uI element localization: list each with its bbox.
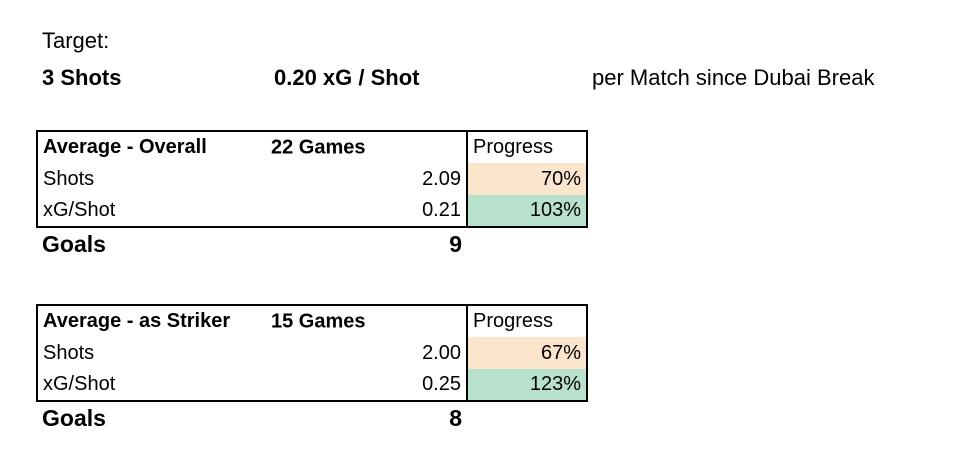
goals-value: 9 xyxy=(449,231,462,257)
games-count-label: 22 Games xyxy=(271,136,366,158)
progress-header: Progress xyxy=(467,304,588,337)
goals-row: Goals 8 xyxy=(37,401,587,435)
row-value: 2.00 xyxy=(267,337,468,369)
games-count: 15 Games xyxy=(267,304,468,337)
overall-stats-table: Average - Overall 22 Games Progress Shot… xyxy=(36,130,588,261)
goals-value: 8 xyxy=(449,405,462,431)
row-progress: 70% xyxy=(467,163,588,195)
goals-row: Goals 9 xyxy=(37,227,587,261)
table-row: Shots 2.00 67% xyxy=(36,337,588,369)
row-progress: 103% xyxy=(467,195,588,228)
row-value: 0.25 xyxy=(267,369,468,402)
goals-label: Goals xyxy=(42,405,106,431)
table-header-row: Average - Overall 22 Games Progress xyxy=(36,130,588,163)
table-title: Average - as Striker xyxy=(36,304,267,337)
games-count: 22 Games xyxy=(267,130,468,163)
progress-header: Progress xyxy=(467,130,588,163)
row-value: 0.21 xyxy=(267,195,468,228)
row-progress: 67% xyxy=(467,337,588,369)
target-shots: 3 Shots xyxy=(42,65,122,90)
goals-label: Goals xyxy=(42,231,106,257)
target-scope: per Match since Dubai Break xyxy=(592,65,875,90)
row-progress: 123% xyxy=(467,369,588,402)
row-label: Shots xyxy=(36,163,267,195)
row-label: Shots xyxy=(36,337,267,369)
striker-stats-table: Average - as Striker 15 Games Progress S… xyxy=(36,304,588,435)
target-label: Target: xyxy=(42,28,110,53)
table-row: xG/Shot 0.25 123% xyxy=(36,369,588,402)
table-row: Shots 2.09 70% xyxy=(36,163,588,195)
row-label: xG/Shot xyxy=(36,369,267,402)
row-value: 2.09 xyxy=(267,163,468,195)
row-label: xG/Shot xyxy=(36,195,267,228)
target-xg-per-shot: 0.20 xG / Shot xyxy=(274,65,420,90)
table-row: xG/Shot 0.21 103% xyxy=(36,195,588,228)
games-count-label: 15 Games xyxy=(271,310,366,332)
table-header-row: Average - as Striker 15 Games Progress xyxy=(36,304,588,337)
table-title: Average - Overall xyxy=(36,130,267,163)
